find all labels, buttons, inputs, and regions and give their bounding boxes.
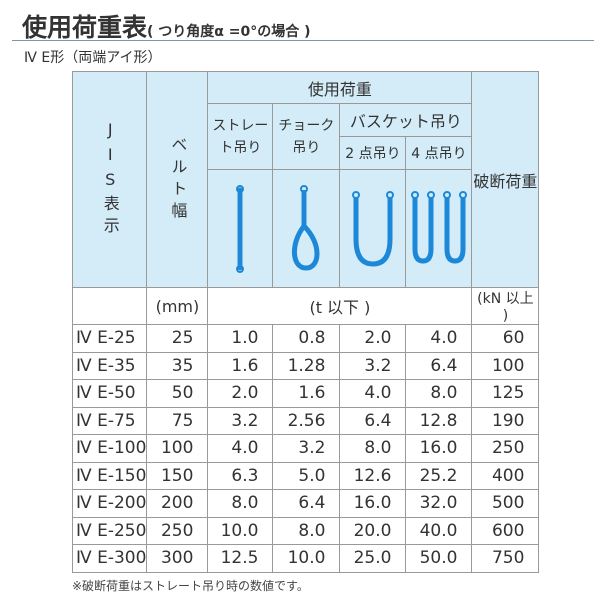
type-label: Ⅳ E形（両端アイ形）: [24, 50, 162, 66]
subtitle: ( つり角度α =0°の場合 ): [147, 24, 311, 40]
value-cell: 35: [146, 351, 209, 380]
value-cell: 0.8: [272, 324, 341, 353]
value-cell: 8.0: [207, 489, 274, 518]
title-divider: [12, 40, 594, 41]
value-cell: 32.0: [405, 489, 473, 518]
value-cell: 3.2: [272, 434, 341, 463]
jis-cell: Ⅳ E-35: [71, 351, 148, 380]
value-cell: 250: [146, 516, 209, 545]
value-cell: 8.0: [272, 516, 341, 545]
header-jis: JIS表示: [71, 71, 148, 288]
value-cell: 150: [146, 461, 209, 490]
value-cell: 16.0: [405, 434, 473, 463]
value-cell: 8.0: [339, 434, 407, 463]
jis-cell: Ⅳ E-75: [71, 406, 148, 435]
header-four-point: 4 点吊り: [405, 136, 473, 170]
jis-cell: Ⅳ E-300: [71, 544, 148, 573]
jis-cell: Ⅳ E-100: [71, 434, 148, 463]
value-cell: 25: [146, 324, 209, 353]
table-row: Ⅳ E-25 25 1.0 0.8 2.0 4.0 60: [71, 324, 540, 353]
value-cell: 75: [146, 406, 209, 435]
value-cell: 4.0: [405, 324, 473, 353]
value-cell: 190: [471, 406, 540, 435]
value-cell: 3.2: [207, 406, 274, 435]
value-cell: 600: [471, 516, 540, 545]
table-row: Ⅳ E-200 200 8.0 6.4 16.0 32.0 500: [71, 489, 540, 518]
header-two-point: 2 点吊り: [339, 136, 407, 170]
table-row: Ⅳ E-250 250 10.0 8.0 20.0 40.0 600: [71, 516, 540, 545]
unit-load: (t 以下 ): [207, 287, 473, 325]
value-cell: 100: [146, 434, 209, 463]
value-cell: 12.8: [405, 406, 473, 435]
footnote: ※破断荷重はストレート吊り時の数値です。: [72, 579, 309, 593]
value-cell: 100: [471, 351, 540, 380]
value-cell: 20.0: [339, 516, 407, 545]
basket-4point-icon: [405, 169, 473, 288]
table-row: Ⅳ E-75 75 3.2 2.56 6.4 12.8 190: [71, 406, 540, 435]
header-straight: ストレート吊り: [207, 103, 274, 170]
header-choke: チョーク吊り: [272, 103, 341, 170]
value-cell: 4.0: [339, 379, 407, 408]
value-cell: 25.0: [339, 544, 407, 573]
table-row: Ⅳ E-50 50 2.0 1.6 4.0 8.0 125: [71, 379, 540, 408]
header-breaking: 破断荷重: [471, 71, 540, 288]
value-cell: 300: [146, 544, 209, 573]
value-cell: 8.0: [405, 379, 473, 408]
table-row: Ⅳ E-35 35 1.6 1.28 3.2 6.4 100: [71, 351, 540, 380]
load-table: JIS表示 ベルト幅 使用荷重 破断荷重 ストレート吊り チョーク吊り バスケッ…: [71, 71, 540, 573]
value-cell: 10.0: [207, 516, 274, 545]
value-cell: 10.0: [272, 544, 341, 573]
value-cell: 250: [471, 434, 540, 463]
jis-cell: Ⅳ E-200: [71, 489, 148, 518]
value-cell: 3.2: [339, 351, 407, 380]
table-row: Ⅳ E-100 100 4.0 3.2 8.0 16.0 250: [71, 434, 540, 463]
value-cell: 1.0: [207, 324, 274, 353]
jis-cell: Ⅳ E-250: [71, 516, 148, 545]
jis-cell: Ⅳ E-25: [71, 324, 148, 353]
value-cell: 2.0: [207, 379, 274, 408]
value-cell: 12.5: [207, 544, 274, 573]
basket-2point-icon: [339, 169, 407, 288]
jis-cell: Ⅳ E-150: [71, 461, 148, 490]
value-cell: 2.56: [272, 406, 341, 435]
value-cell: 2.0: [339, 324, 407, 353]
value-cell: 1.6: [207, 351, 274, 380]
value-cell: 200: [146, 489, 209, 518]
value-cell: 12.6: [339, 461, 407, 490]
value-cell: 400: [471, 461, 540, 490]
choke-sling-icon: [272, 169, 341, 288]
value-cell: 5.0: [272, 461, 341, 490]
page-title: 使用荷重表( つり角度α =0°の場合 ): [22, 8, 311, 44]
title-text: 使用荷重表: [22, 13, 148, 42]
value-cell: 750: [471, 544, 540, 573]
value-cell: 25.2: [405, 461, 473, 490]
unit-blank: [71, 287, 148, 325]
value-cell: 6.4: [272, 489, 341, 518]
value-cell: 6.4: [405, 351, 473, 380]
unit-belt: (mm): [146, 287, 209, 325]
value-cell: 1.6: [272, 379, 341, 408]
header-basket: バスケット吊り: [339, 103, 473, 137]
value-cell: 1.28: [272, 351, 341, 380]
table-row: Ⅳ E-150 150 6.3 5.0 12.6 25.2 400: [71, 461, 540, 490]
header-working-load: 使用荷重: [207, 71, 473, 104]
value-cell: 500: [471, 489, 540, 518]
value-cell: 16.0: [339, 489, 407, 518]
value-cell: 50.0: [405, 544, 473, 573]
value-cell: 50: [146, 379, 209, 408]
straight-sling-icon: [207, 169, 274, 288]
value-cell: 4.0: [207, 434, 274, 463]
value-cell: 6.4: [339, 406, 407, 435]
jis-cell: Ⅳ E-50: [71, 379, 148, 408]
unit-breaking: (kN 以上 ): [471, 287, 540, 325]
table-row: Ⅳ E-300 300 12.5 10.0 25.0 50.0 750: [71, 544, 540, 573]
value-cell: 6.3: [207, 461, 274, 490]
header-belt: ベルト幅: [146, 71, 209, 288]
value-cell: 125: [471, 379, 540, 408]
value-cell: 40.0: [405, 516, 473, 545]
value-cell: 60: [471, 324, 540, 353]
